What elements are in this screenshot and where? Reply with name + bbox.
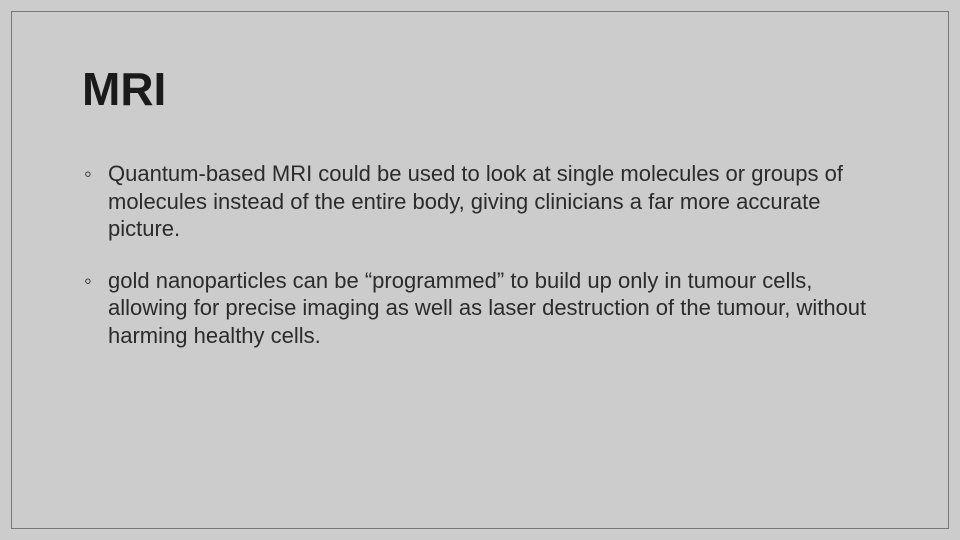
- slide-inner-border: MRI Quantum-based MRI could be used to l…: [11, 11, 949, 529]
- bullet-item: Quantum-based MRI could be used to look …: [82, 160, 878, 243]
- slide-title: MRI: [82, 62, 878, 116]
- bullet-list: Quantum-based MRI could be used to look …: [82, 160, 878, 349]
- bullet-item: gold nanoparticles can be “programmed” t…: [82, 267, 878, 350]
- slide: MRI Quantum-based MRI could be used to l…: [0, 0, 960, 540]
